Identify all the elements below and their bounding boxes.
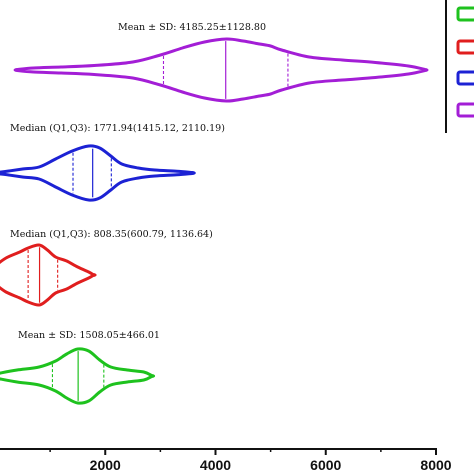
legend-swatch: [456, 70, 474, 86]
violin-green: Mean ± SD: 1508.05±466.01: [0, 330, 160, 405]
x-axis: 2000 4000 6000 8000: [0, 448, 452, 473]
legend-swatch: [456, 6, 474, 22]
violin-outline-purple: [13, 37, 429, 103]
legend: [445, 0, 474, 133]
violin-red: Median (Q1,Q3): 808.35(600.79, 1136.64): [0, 229, 213, 307]
violin-outline-blue: [0, 144, 196, 202]
x-tick-label: 4000: [200, 457, 231, 473]
violin-outline-red: [0, 243, 97, 307]
legend-swatch: [456, 39, 474, 55]
plot-area: Mean ± SD: 4185.25±1128.80 Median (Q1,Q3)…: [0, 22, 429, 405]
annotation-blue: Median (Q1,Q3): 1771.94(1415.12, 2110.19…: [10, 123, 225, 134]
violin-purple: Mean ± SD: 4185.25±1128.80: [13, 22, 429, 103]
legend-swatch: [456, 102, 474, 118]
x-tick-label: 6000: [310, 457, 341, 473]
annotation-green: Mean ± SD: 1508.05±466.01: [18, 330, 160, 341]
annotation-purple: Mean ± SD: 4185.25±1128.80: [118, 22, 266, 33]
x-tick-label: 8000: [420, 457, 451, 473]
violin-blue: Median (Q1,Q3): 1771.94(1415.12, 2110.19…: [0, 123, 225, 202]
annotation-red: Median (Q1,Q3): 808.35(600.79, 1136.64): [10, 229, 213, 240]
violin-outline-green: [0, 347, 156, 405]
x-tick-label: 2000: [90, 457, 121, 473]
